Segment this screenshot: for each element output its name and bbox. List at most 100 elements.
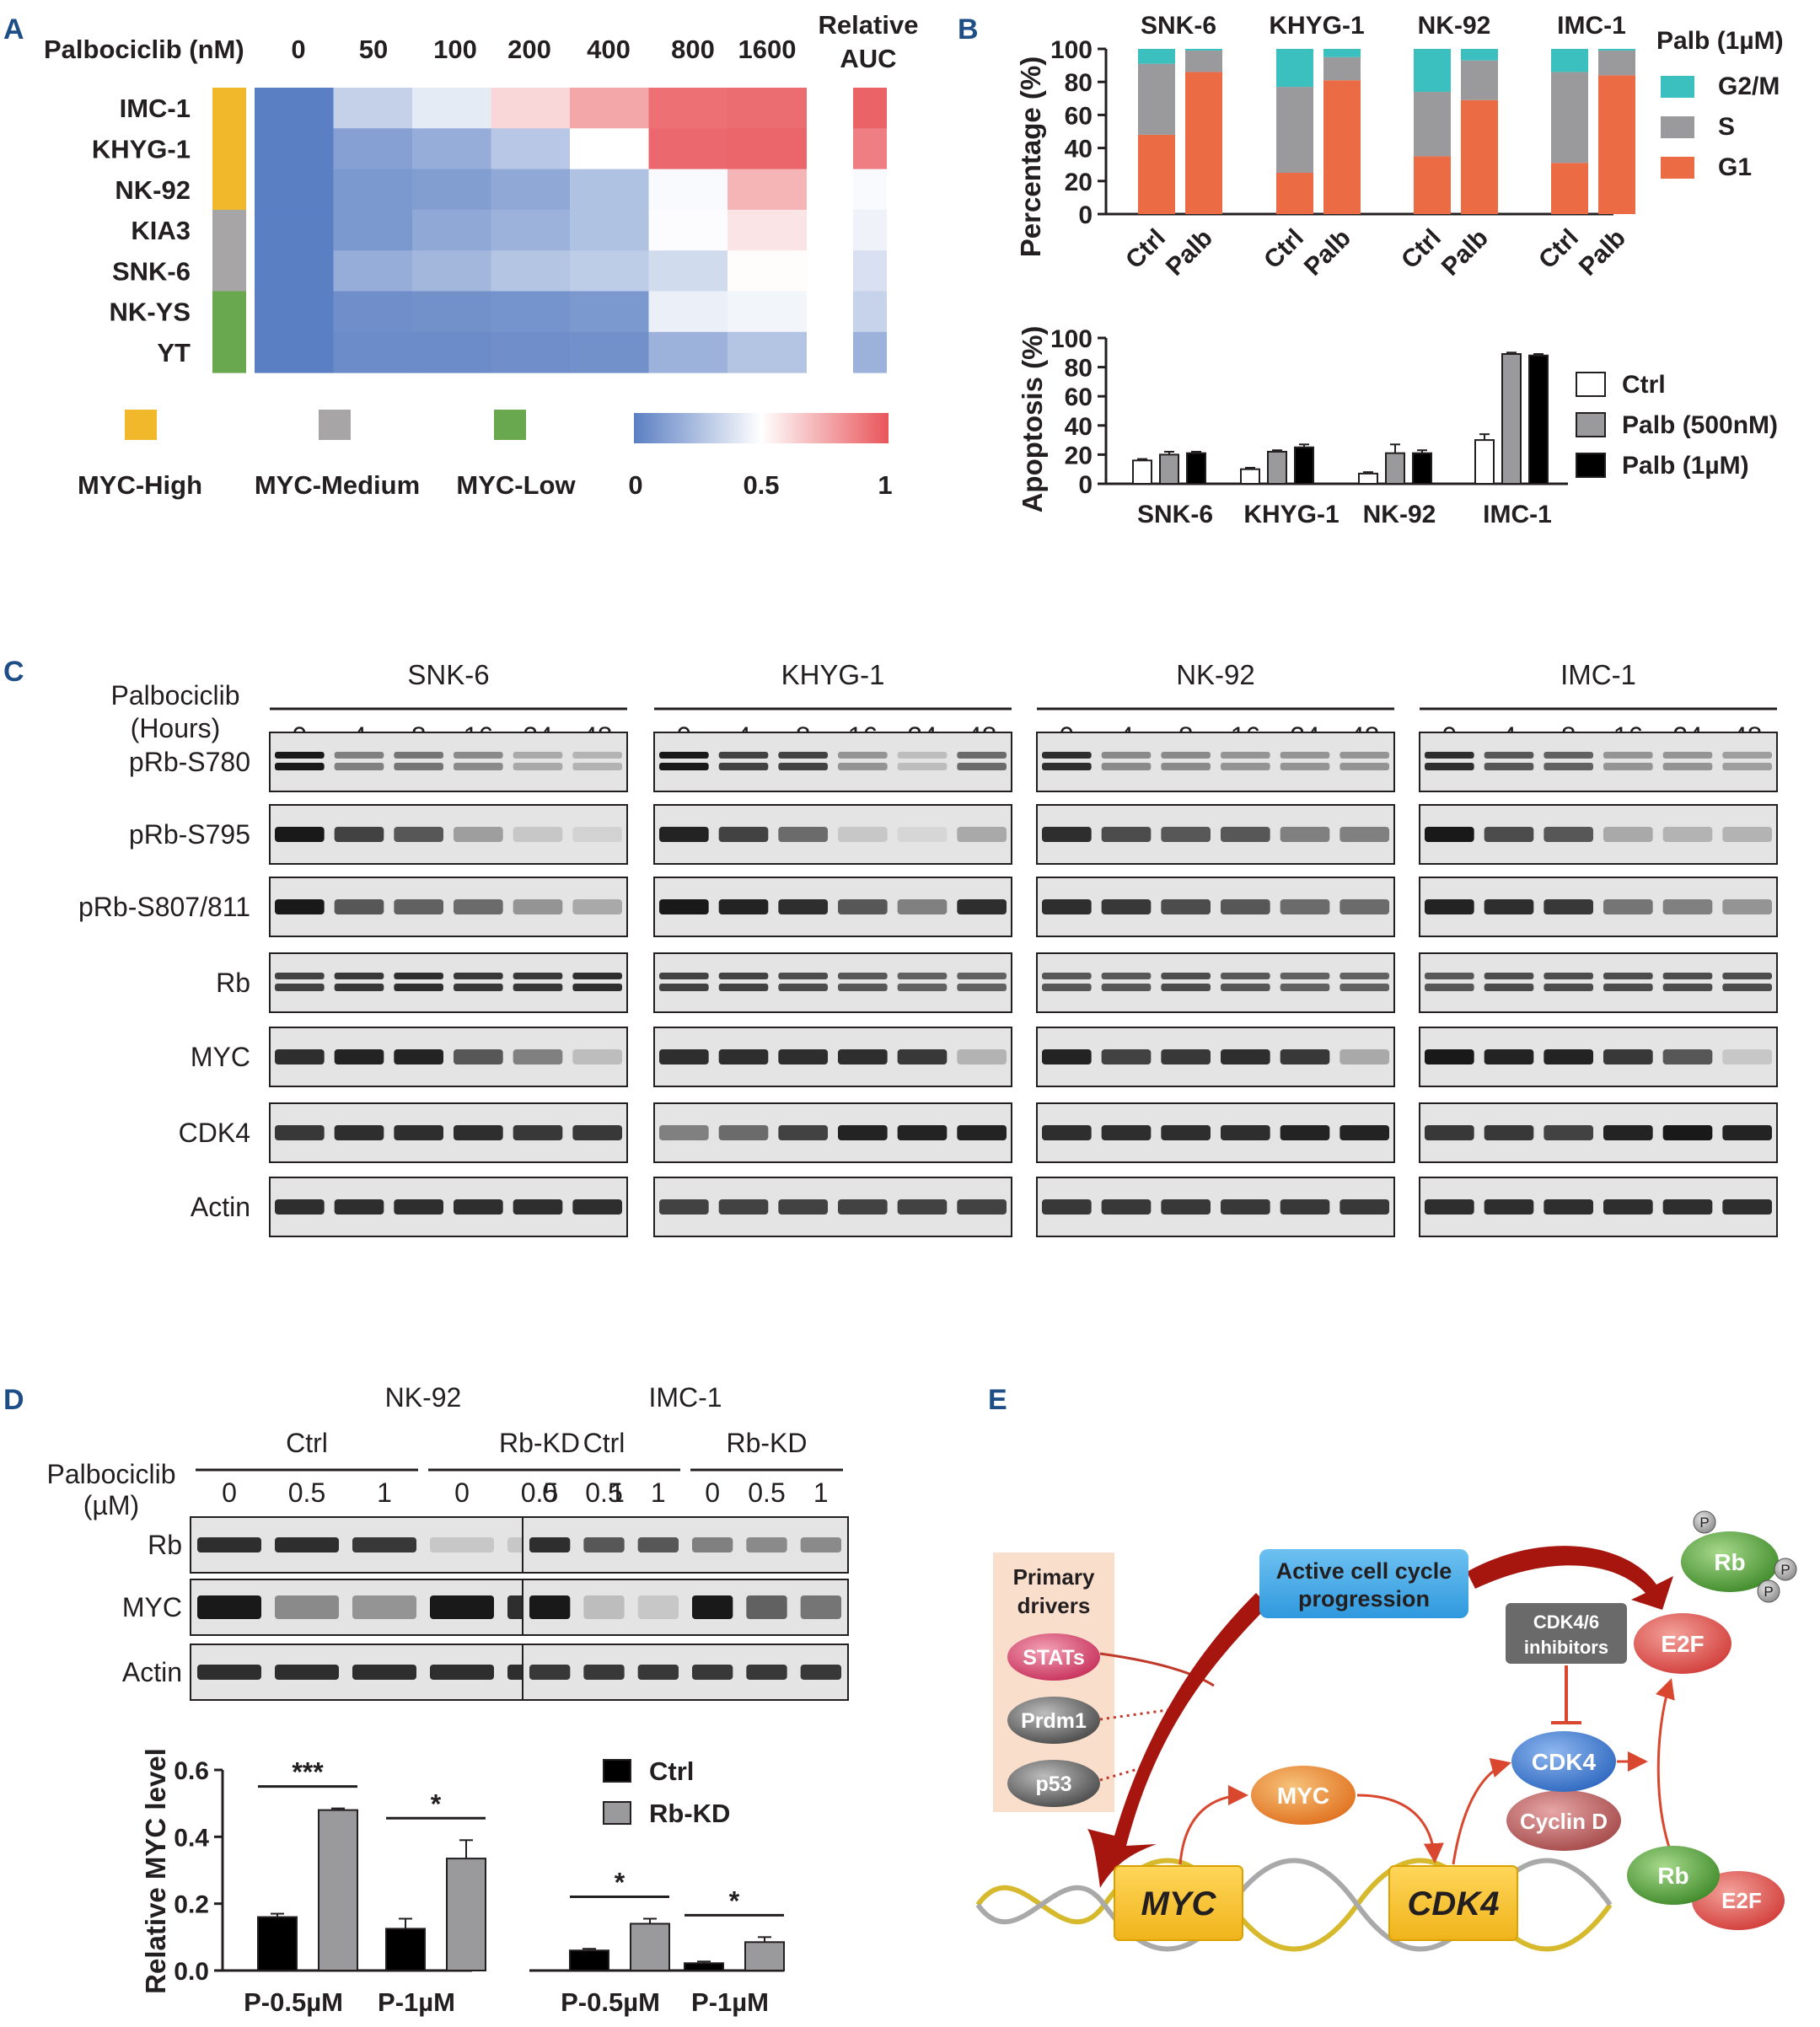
blot-band xyxy=(1544,973,1593,979)
blot-band xyxy=(1722,1125,1772,1140)
panel-letter-c: C xyxy=(3,656,24,688)
blot-band xyxy=(394,1125,443,1140)
blot-membrane xyxy=(1419,732,1778,792)
ap-y-tick-label: 40 xyxy=(1065,413,1093,441)
blot-band xyxy=(394,973,443,979)
blot-band xyxy=(1161,1125,1211,1140)
d-blot-band xyxy=(746,1595,787,1619)
blot-band xyxy=(1544,752,1593,759)
conc-tick: 1600 xyxy=(738,35,797,64)
d-bar xyxy=(446,1858,486,1972)
ap-bar xyxy=(1240,468,1260,485)
blot-band xyxy=(275,899,325,914)
conc-tick: 0 xyxy=(291,35,305,64)
blot-band xyxy=(957,1125,1007,1140)
d-y-tick-label: 0.6 xyxy=(174,1757,209,1785)
heatmap-cell xyxy=(333,209,413,251)
cc-cell-line-label: IMC-1 xyxy=(1557,12,1626,40)
blot-band xyxy=(1221,827,1270,842)
heatmap-cell xyxy=(491,169,571,211)
auc-cell xyxy=(853,291,887,333)
blot-band xyxy=(1280,763,1330,770)
blot-protein-label: Actin xyxy=(191,1192,250,1222)
blot-protein-label: CDK4 xyxy=(179,1118,250,1148)
blot-band xyxy=(1544,899,1593,914)
d-dose-label: 1 xyxy=(651,1477,666,1508)
cc-bar-segment xyxy=(1414,91,1451,157)
blot-protein-label: MYC xyxy=(191,1042,250,1072)
blot-band xyxy=(778,973,828,979)
heatmap-row-label: IMC-1 xyxy=(120,94,191,123)
d-dose-label: 0.5 xyxy=(748,1477,785,1508)
heatmap-cell xyxy=(333,88,413,129)
cc-y-tick-label: 20 xyxy=(1065,169,1093,196)
group-bar-segment xyxy=(212,169,246,211)
heatmap-cell xyxy=(412,250,491,292)
blot-band xyxy=(1425,984,1474,991)
ap-ylabel: Apoptosis (%) xyxy=(1017,326,1048,513)
panel-c-western-blots: Palbociclib (Hours) SNK-6048162448KHYG-1… xyxy=(78,659,1778,1237)
cc-bar-segment xyxy=(1414,156,1451,214)
stats-label: STATs xyxy=(1023,1646,1085,1670)
phospho-icon xyxy=(1774,1558,1797,1581)
cc-bar-segment xyxy=(1551,163,1588,214)
heatmap-cell xyxy=(727,250,807,292)
blot-band xyxy=(659,827,709,842)
blot-membrane xyxy=(1036,804,1395,865)
ap-legend-swatch xyxy=(1576,372,1606,397)
blot-protein-label: Rb xyxy=(216,968,250,998)
blot-band xyxy=(1425,973,1474,979)
blot-band xyxy=(1280,827,1330,842)
blot-band xyxy=(1042,827,1092,842)
blot-protein-label: pRb-S780 xyxy=(129,747,250,777)
blot-band xyxy=(513,1049,563,1064)
heatmap-row-label: KHYG-1 xyxy=(92,134,191,164)
blot-membrane xyxy=(1419,1102,1778,1163)
blot-band xyxy=(334,763,384,770)
rb-bound-label: Rb xyxy=(1657,1863,1688,1889)
blot-membrane xyxy=(653,804,1012,865)
d-dose-label: 0 xyxy=(705,1477,720,1508)
blot-band xyxy=(334,1049,384,1064)
auc-header-line2: AUC xyxy=(840,44,896,73)
blot-band xyxy=(1662,1049,1713,1064)
blot-band xyxy=(838,827,888,842)
blot-band xyxy=(659,1199,709,1215)
heatmap-cell xyxy=(727,88,807,129)
group-bar-segment xyxy=(212,209,246,251)
heatmap-cell xyxy=(648,209,728,251)
cc-condition-label: Palb xyxy=(1436,224,1494,282)
blot-band xyxy=(838,752,888,759)
d-cell-line-label: IMC-1 xyxy=(648,1382,722,1413)
blot-membrane xyxy=(1036,732,1395,792)
blot-band xyxy=(1662,1125,1713,1140)
blot-band xyxy=(1339,752,1389,759)
blot-band xyxy=(957,752,1007,759)
blot-band xyxy=(838,899,888,914)
colorbar-tick-0: 0 xyxy=(628,470,642,500)
d-significance-label: * xyxy=(615,1868,625,1898)
blot-membrane xyxy=(1036,877,1395,937)
heatmap-cell xyxy=(570,209,649,251)
phospho-label: P xyxy=(1699,1515,1709,1531)
blot-band xyxy=(1425,899,1474,914)
heatmap-cell xyxy=(727,209,807,251)
blot-band xyxy=(1722,827,1772,842)
heatmap-cell xyxy=(648,250,728,292)
blot-band xyxy=(897,973,948,979)
d-dose-label: 0 xyxy=(454,1477,470,1508)
d-blot-band xyxy=(430,1595,494,1619)
ap-bar xyxy=(1294,446,1314,485)
cc-bar-segment xyxy=(1185,72,1222,214)
blot-band xyxy=(1484,899,1534,914)
auc-cell xyxy=(853,88,887,129)
d-blot-band xyxy=(275,1537,339,1552)
myc-gene-to-protein xyxy=(1178,1785,1248,1865)
cdk4-protein-label: CDK4 xyxy=(1532,1749,1597,1775)
d-legend-swatch xyxy=(603,1801,631,1825)
ap-bar xyxy=(1385,452,1405,485)
blot-membrane xyxy=(653,1027,1012,1087)
blot-band xyxy=(957,899,1007,914)
conc-tick: 200 xyxy=(507,35,551,64)
stats-link xyxy=(1099,1652,1215,1687)
